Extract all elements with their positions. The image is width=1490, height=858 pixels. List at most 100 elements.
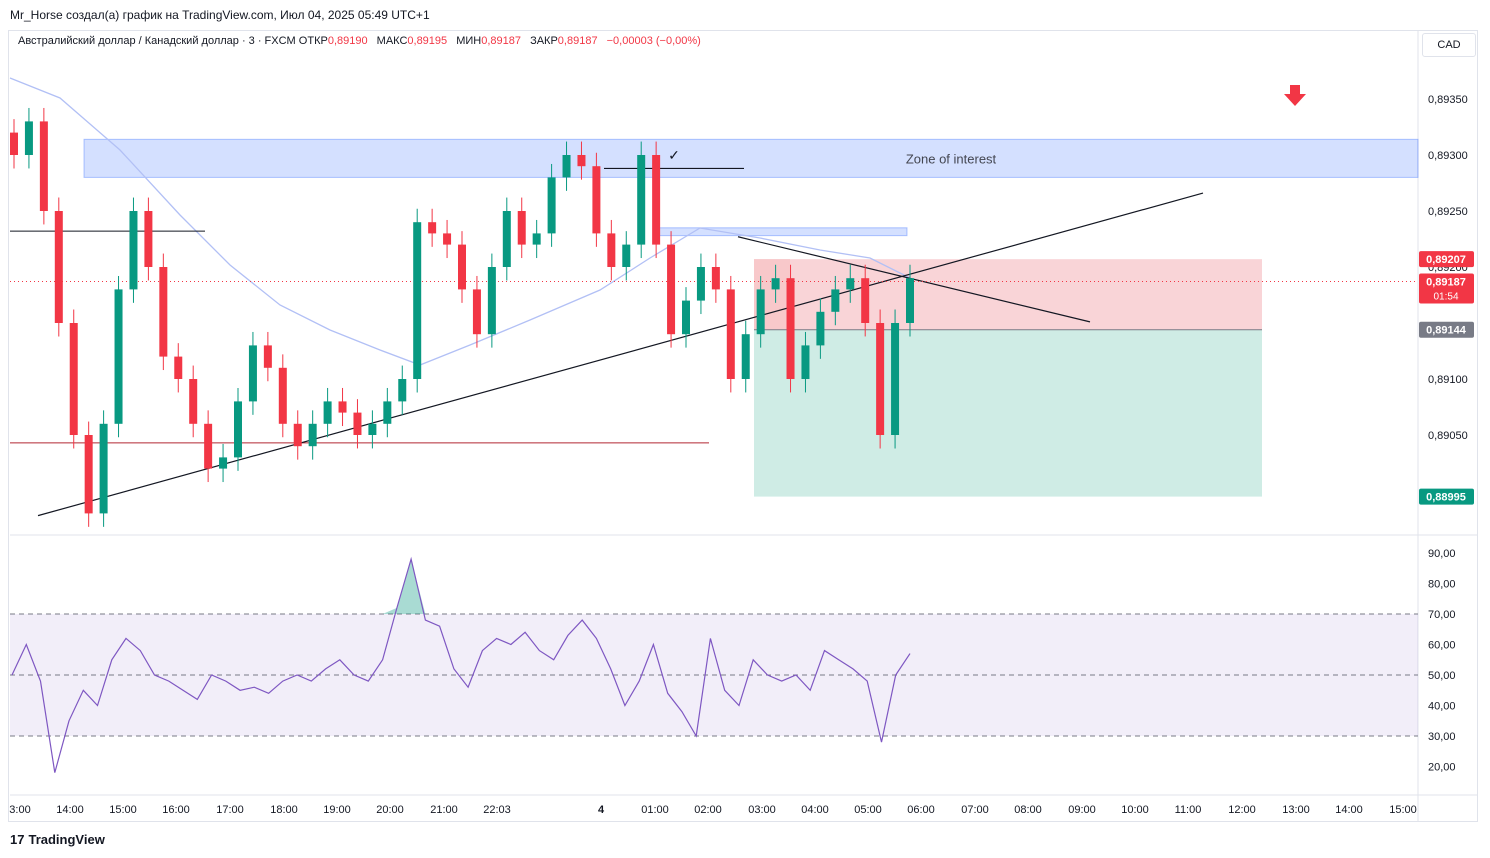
candle-body xyxy=(353,412,362,435)
candle-body xyxy=(801,345,810,379)
target-price-badge: 0,88995 xyxy=(1426,492,1466,504)
time-tick-label: 19:00 xyxy=(323,804,351,816)
candle-body xyxy=(458,244,466,290)
candle-body xyxy=(622,244,631,267)
candle-body xyxy=(756,289,765,335)
low-label: МИН xyxy=(456,35,482,47)
candle-body xyxy=(771,278,780,290)
time-tick-label: 21:00 xyxy=(430,804,458,816)
candle-body xyxy=(219,457,228,469)
candle-body xyxy=(159,267,168,357)
price-tick-label: 0,89350 xyxy=(1428,94,1468,106)
candle-body xyxy=(562,155,571,178)
time-tick-label: 14:00 xyxy=(56,804,84,816)
symbol-name[interactable]: Австралийский доллар / Канадский доллар … xyxy=(18,35,296,47)
candle-body xyxy=(323,401,332,424)
candle-body xyxy=(308,423,317,447)
candle-body xyxy=(129,211,138,290)
entry-price-badge-bg xyxy=(1419,321,1474,338)
candle-body xyxy=(472,289,481,335)
currency-selector[interactable]: CAD xyxy=(1422,33,1476,57)
time-tick-label: 3:00 xyxy=(9,804,30,816)
price-tick-label: 0,89050 xyxy=(1428,430,1468,442)
candle-body xyxy=(99,423,108,514)
time-tick-label: 4 xyxy=(598,804,605,816)
chart-credit: Mr_Horse создал(а) график на TradingView… xyxy=(10,8,430,22)
time-tick-label: 10:00 xyxy=(1121,804,1149,816)
time-tick-label: 04:00 xyxy=(801,804,829,816)
candle-body xyxy=(248,345,257,402)
change-value: −0,00003 (−0,00%) xyxy=(606,35,701,47)
candle-body xyxy=(144,211,153,267)
rsi-tick-label: 50,00 xyxy=(1428,670,1456,682)
candle-body xyxy=(861,278,870,323)
time-tick-label: 17:00 xyxy=(216,804,244,816)
time-tick-label: 14:00 xyxy=(1335,804,1363,816)
candle-body xyxy=(54,211,63,323)
candle-body xyxy=(234,401,242,458)
candle-body xyxy=(443,233,452,245)
high-label: МАКС xyxy=(376,35,408,47)
time-tick-label: 03:00 xyxy=(748,804,776,816)
rsi-tick-label: 60,00 xyxy=(1428,640,1456,652)
candle-body xyxy=(696,267,705,301)
candle-body xyxy=(24,121,33,155)
time-tick-label: 07:00 xyxy=(961,804,989,816)
rsi-line xyxy=(11,556,911,773)
candle-body xyxy=(816,311,825,346)
candle-body xyxy=(786,278,795,379)
candle-body xyxy=(831,289,840,312)
low-value: 0,89187 xyxy=(481,35,521,47)
candle-body xyxy=(278,367,287,424)
candle-body xyxy=(338,401,347,413)
time-tick-label: 16:00 xyxy=(162,804,190,816)
rsi-tick-label: 70,00 xyxy=(1428,609,1456,621)
candle-body xyxy=(39,121,48,211)
time-tick-label: 15:00 xyxy=(1389,804,1417,816)
time-tick-label: 13:00 xyxy=(1282,804,1310,816)
target-price-badge-bg xyxy=(1419,488,1474,505)
open-value: 0,89190 xyxy=(327,35,368,47)
candle-body xyxy=(682,300,690,335)
take-profit-zone xyxy=(754,329,1262,497)
rsi-tick-label: 90,00 xyxy=(1428,548,1456,560)
candle-body xyxy=(637,155,646,245)
candle-body xyxy=(189,379,198,424)
candle-body xyxy=(174,356,183,379)
candle-body xyxy=(114,289,123,424)
candle-body xyxy=(592,166,601,234)
candle-body xyxy=(69,323,78,435)
candle-body xyxy=(711,267,720,290)
tradingview-logo[interactable]: 17 TradingView xyxy=(10,832,105,847)
time-tick-label: 12:00 xyxy=(1228,804,1256,816)
time-tick-label: 22:03 xyxy=(483,804,511,816)
entry-price-badge: 0,89144 xyxy=(1426,325,1467,337)
candle-body xyxy=(368,423,377,435)
stop-price-badge: 0,89207 xyxy=(1426,254,1466,266)
current-price-badge: 0,89187 xyxy=(1426,277,1466,289)
stop-loss-zone xyxy=(754,259,1262,330)
candle-body xyxy=(10,132,18,155)
candle-body xyxy=(413,222,422,379)
symbol-legend: Австралийский доллар / Канадский доллар … xyxy=(18,35,701,47)
moving-average-line xyxy=(9,77,911,366)
chart-frame xyxy=(8,30,1478,822)
price-tick-label: 0,89100 xyxy=(1428,374,1468,386)
tradingview-logo-text: TradingView xyxy=(28,832,105,847)
rsi-tick-label: 40,00 xyxy=(1428,701,1456,713)
candle-body xyxy=(876,323,885,435)
zone-rect xyxy=(83,138,1419,178)
candle-body xyxy=(398,379,407,402)
candle-body xyxy=(383,401,392,424)
zone-label: Zone of interest xyxy=(906,151,997,166)
time-tick-label: 06:00 xyxy=(907,804,935,816)
time-tick-label: 15:00 xyxy=(109,804,137,816)
sell-arrow-icon xyxy=(1284,85,1306,106)
time-tick-label: 02:00 xyxy=(694,804,722,816)
close-label: ЗАКР xyxy=(530,35,558,47)
price-tick-label: 0,89250 xyxy=(1428,206,1468,218)
rsi-tick-label: 20,00 xyxy=(1428,762,1456,774)
candle-body xyxy=(517,211,526,245)
candle-body xyxy=(547,177,556,234)
